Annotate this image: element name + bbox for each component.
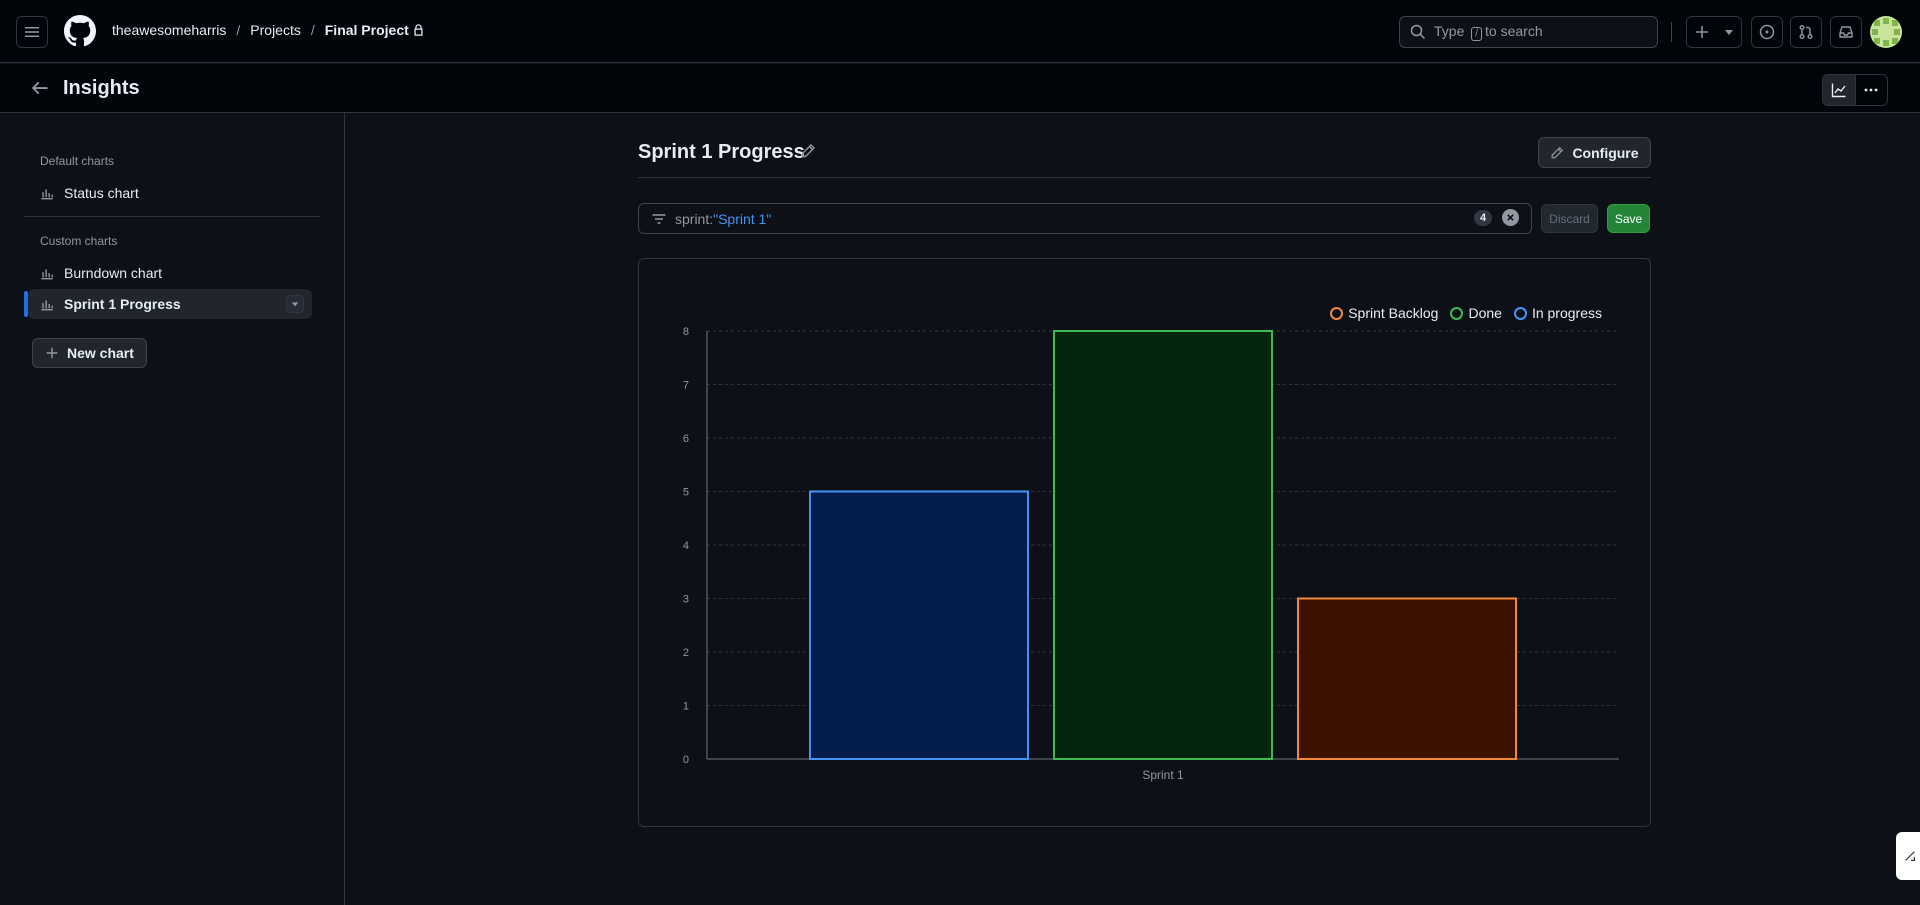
more-options-button[interactable] <box>1856 75 1888 105</box>
configure-button[interactable]: Configure <box>1538 137 1651 168</box>
sidebar-item-status-chart[interactable]: Status chart <box>28 178 312 208</box>
plus-icon <box>1696 26 1708 38</box>
sidebar-divider <box>24 216 320 217</box>
y-tick-label: 2 <box>683 647 689 659</box>
legend-swatch <box>1513 306 1527 320</box>
y-tick-label: 8 <box>683 326 689 338</box>
y-tick-label: 5 <box>683 487 689 499</box>
legend-item-done[interactable]: Done <box>1450 305 1502 321</box>
configure-label: Configure <box>1572 144 1639 161</box>
breadcrumb-separator: / <box>236 22 241 38</box>
custom-charts-heading: Custom charts <box>40 234 118 248</box>
triangle-down-icon <box>291 302 299 307</box>
breadcrumb-owner[interactable]: theawesomeharris <box>112 22 227 38</box>
y-tick-label: 3 <box>683 594 689 606</box>
github-logo-icon[interactable] <box>64 15 96 47</box>
page-title: Insights <box>63 77 140 99</box>
x-tick-label: Sprint 1 <box>1142 768 1184 782</box>
active-item-indicator <box>24 291 28 317</box>
breadcrumb-separator: / <box>310 22 315 38</box>
search-input[interactable]: Type / to search <box>1399 16 1658 48</box>
filter-input[interactable]: sprint:"Sprint 1" <box>638 203 1532 234</box>
discard-button[interactable]: Discard <box>1541 204 1598 233</box>
filter-value: "Sprint 1" <box>713 210 772 227</box>
search-suffix: to search <box>1485 23 1543 39</box>
issues-button[interactable] <box>1751 16 1783 48</box>
default-charts-heading: Default charts <box>40 154 115 168</box>
legend-swatch <box>1330 306 1344 320</box>
search-shortcut-key: / <box>1471 27 1483 41</box>
x-icon <box>1507 214 1514 221</box>
breadcrumb-projects[interactable]: Projects <box>250 22 301 38</box>
bar-chart-icon <box>41 269 53 280</box>
view-toggle <box>1822 74 1888 106</box>
sidebar-item-label: Sprint 1 Progress <box>64 296 181 312</box>
pull-requests-button[interactable] <box>1790 16 1822 48</box>
bar-in-progress <box>809 490 1029 760</box>
bar-sprint-backlog <box>1297 597 1517 760</box>
sidebar-item-burndown-chart[interactable]: Burndown chart <box>28 258 312 288</box>
arrow-left-icon[interactable] <box>30 78 50 98</box>
triangle-down-icon <box>1725 30 1733 35</box>
chart-options-button[interactable] <box>286 295 304 313</box>
legend-item-sprint-backlog[interactable]: Sprint Backlog <box>1330 305 1438 321</box>
charts-sidebar <box>0 113 345 905</box>
search-prefix: Type <box>1434 23 1465 39</box>
hamburger-icon <box>25 27 39 37</box>
chart-legend: Sprint Backlog Done In progress <box>1330 305 1602 321</box>
save-button[interactable]: Save <box>1607 204 1650 233</box>
header-divider <box>1671 22 1672 42</box>
y-tick-label: 0 <box>683 754 689 766</box>
lock-icon <box>414 24 423 36</box>
clear-filter-button[interactable] <box>1502 209 1519 226</box>
sidebar-item-label: Burndown chart <box>64 265 163 281</box>
create-new-button[interactable] <box>1686 16 1742 48</box>
filter-key: sprint: <box>675 210 714 227</box>
breadcrumb-project[interactable]: Final Project <box>325 22 424 38</box>
breadcrumb: theawesomeharris / Projects / Final Proj… <box>112 22 424 38</box>
filter-query: sprint:"Sprint 1" <box>675 211 771 227</box>
menu-button[interactable] <box>16 16 48 48</box>
bar-chart-icon <box>41 300 53 311</box>
pencil-icon <box>1552 146 1564 158</box>
insights-header: Insights <box>0 64 1920 113</box>
graph-icon <box>1831 83 1846 98</box>
search-icon <box>1410 24 1426 40</box>
tool-icon <box>1905 851 1915 861</box>
y-tick-label: 1 <box>683 701 689 713</box>
inbox-button[interactable] <box>1830 16 1862 48</box>
feedback-tab[interactable] <box>1896 832 1920 880</box>
git-pull-request-icon <box>1799 25 1813 39</box>
y-tick-label: 7 <box>683 380 689 392</box>
issue-opened-icon <box>1759 24 1775 40</box>
legend-label: In progress <box>1531 305 1602 321</box>
filter-icon <box>652 213 666 224</box>
plus-icon <box>46 347 58 359</box>
bar-chart-icon <box>41 189 53 200</box>
search-placeholder: Type / to search <box>1434 23 1543 41</box>
sidebar-item-label: Status chart <box>64 185 139 201</box>
chart-container: Sprint Backlog Done In progress 0 1 2 3 4 5 6 7… <box>638 258 1651 827</box>
legend-swatch <box>1450 306 1464 320</box>
new-chart-button[interactable]: New chart <box>32 338 147 368</box>
global-header: theawesomeharris / Projects / Final Proj… <box>0 0 1920 63</box>
user-avatar[interactable] <box>1870 16 1902 48</box>
chart-title: Sprint 1 Progress <box>638 141 805 163</box>
bar-done <box>1053 330 1273 760</box>
y-tick-label: 4 <box>683 540 689 552</box>
kebab-horizontal-icon <box>1864 88 1878 92</box>
legend-item-in-progress[interactable]: In progress <box>1513 305 1602 321</box>
title-divider <box>638 177 1651 178</box>
sidebar-item-sprint-1-progress[interactable]: Sprint 1 Progress <box>28 289 312 319</box>
chart-view-button[interactable] <box>1823 75 1856 105</box>
y-tick-label: 6 <box>683 433 689 445</box>
legend-label: Sprint Backlog <box>1348 305 1439 321</box>
new-chart-label: New chart <box>67 345 134 361</box>
bar-chart: 0 1 2 3 4 5 6 7 8 Sprint 1 <box>683 326 1619 782</box>
breadcrumb-project-label: Final Project <box>324 22 409 38</box>
legend-label: Done <box>1468 305 1502 321</box>
inbox-icon <box>1839 26 1853 38</box>
pencil-icon[interactable] <box>800 143 816 159</box>
result-count-badge: 4 <box>1474 210 1492 226</box>
